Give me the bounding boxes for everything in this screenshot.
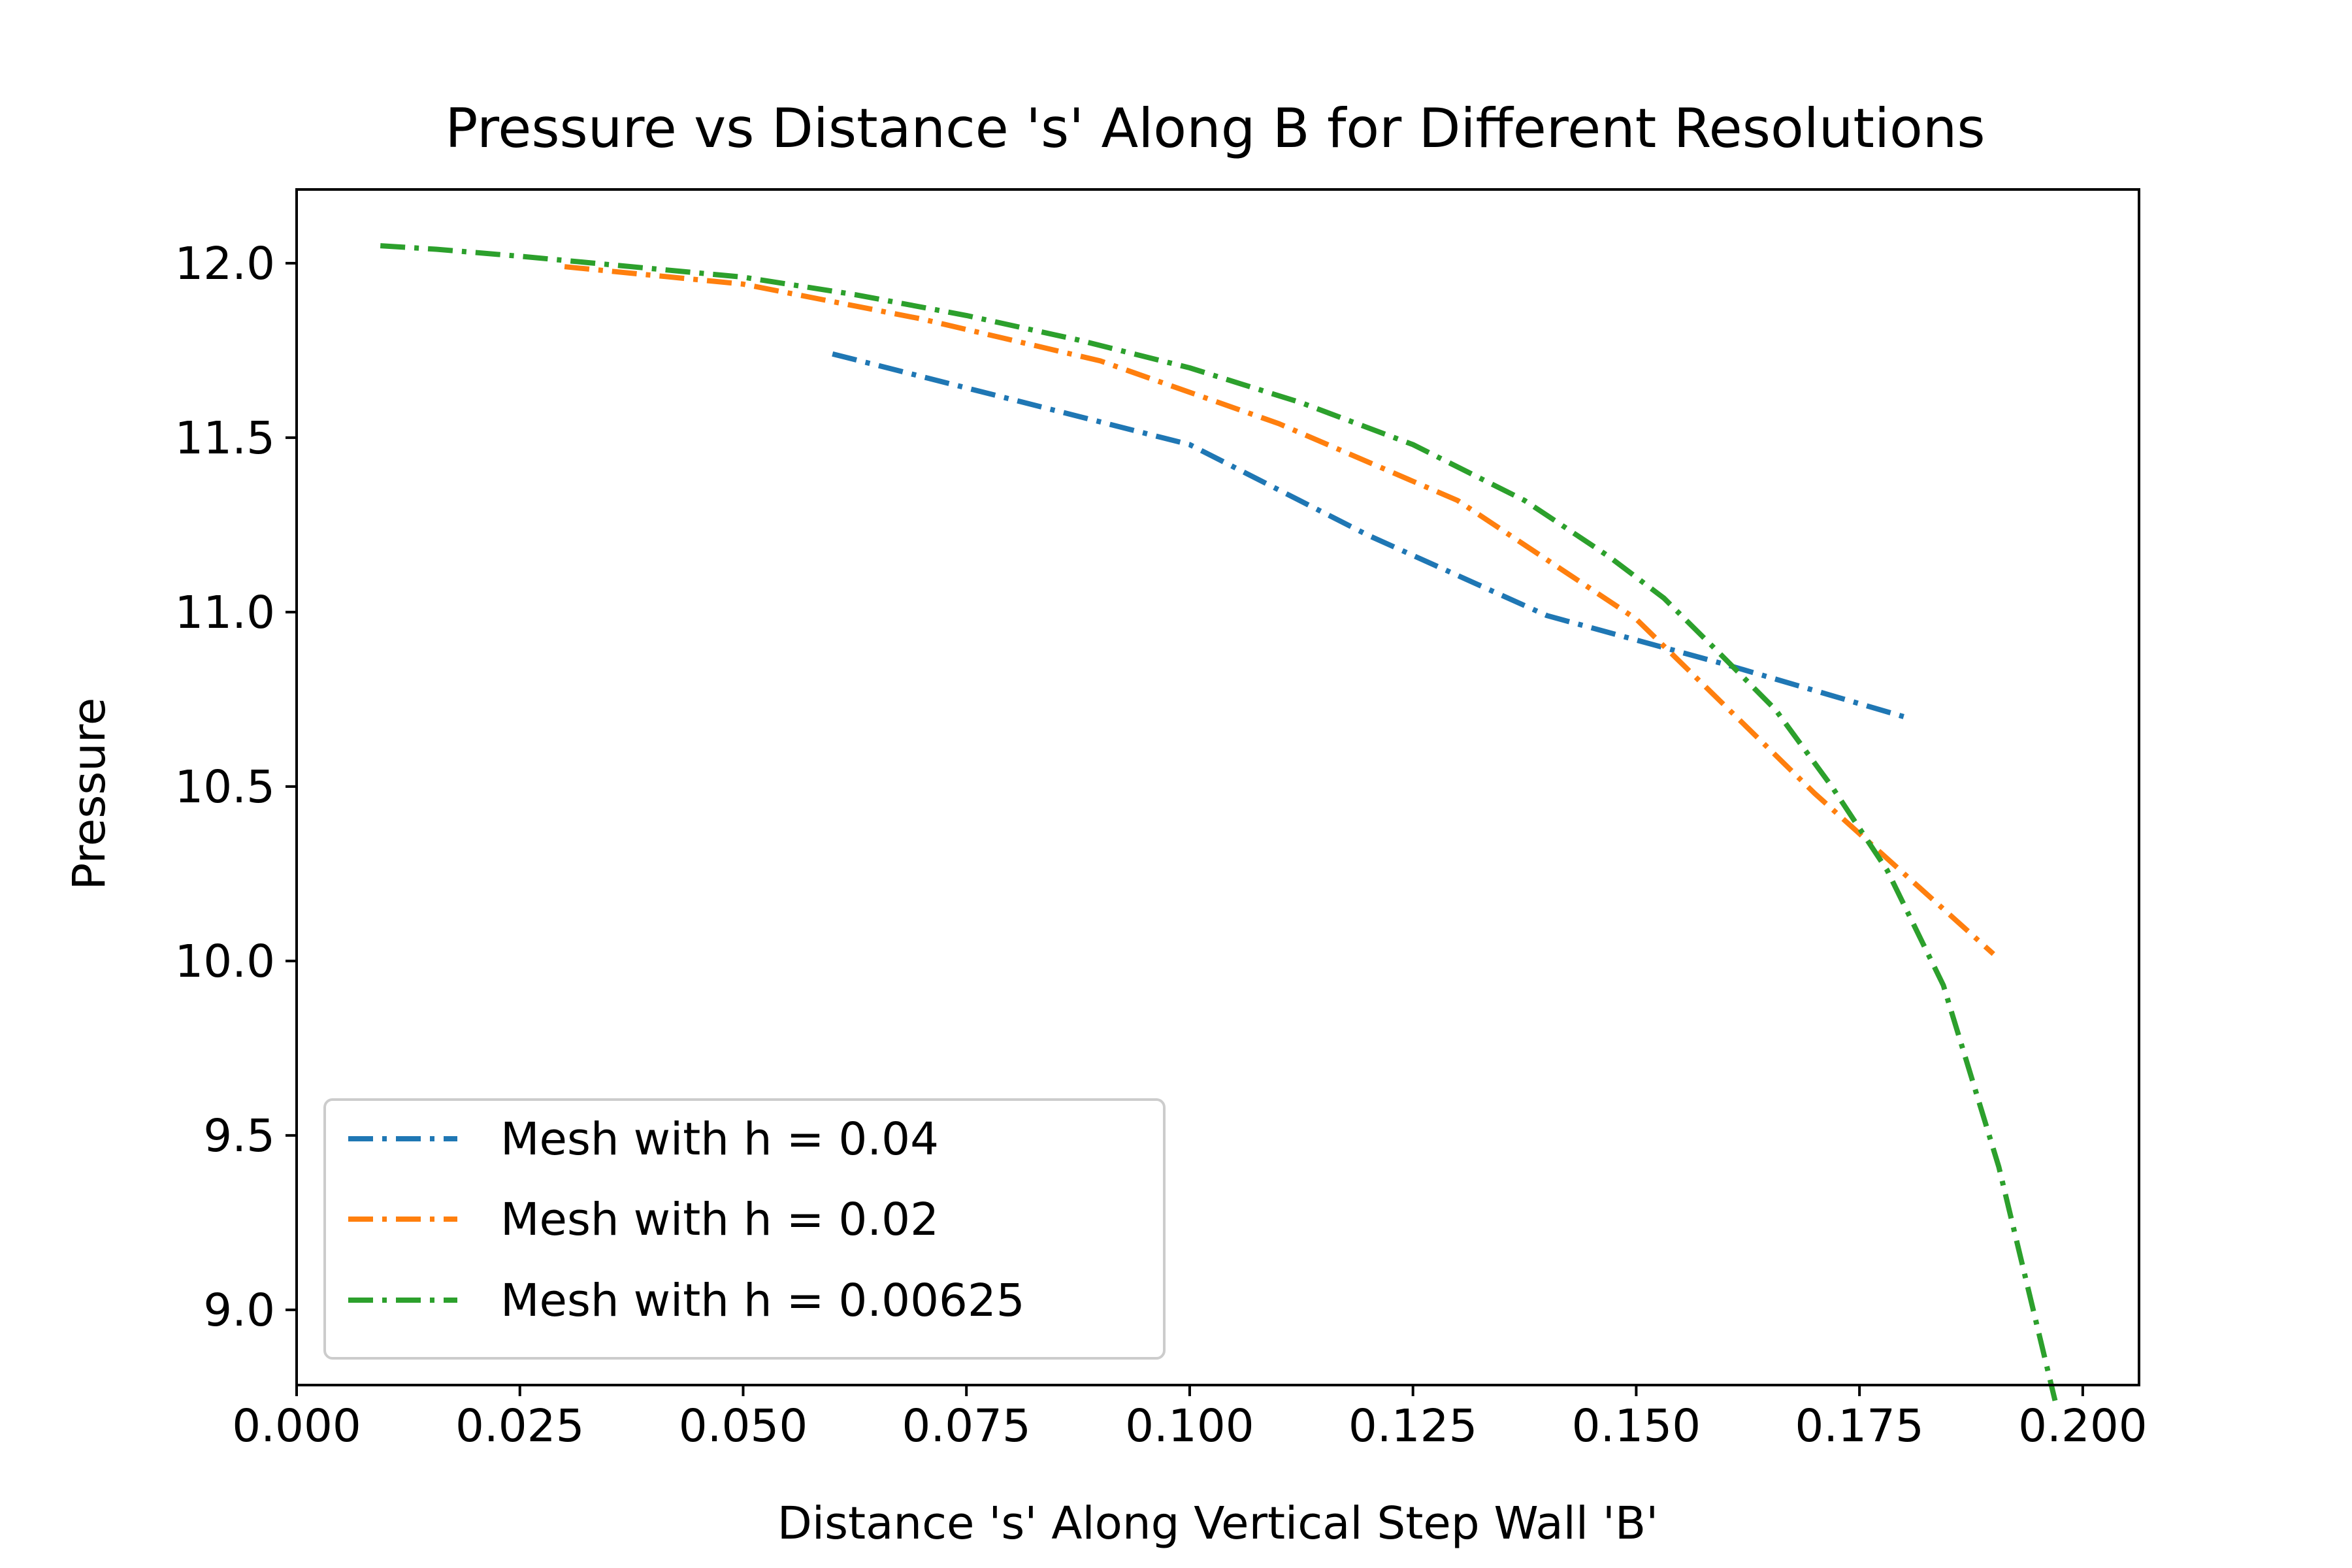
chart-title: Pressure vs Distance 's' Along B for Dif…	[445, 97, 1985, 160]
y-tick-label: 12.0	[174, 238, 275, 290]
y-axis: 9.0 9.5 10.0 10.5 11.0 11.5 12.0	[174, 238, 297, 1337]
series-line-1	[832, 351, 1905, 719]
y-tick-label: 11.5	[174, 412, 275, 465]
y-tick-label: 11.0	[174, 587, 275, 639]
x-tick-label: 0.025	[455, 1400, 585, 1452]
legend-label-3: Mesh with h = 0.00625	[500, 1275, 1025, 1327]
y-tick-label: 10.0	[174, 936, 275, 988]
legend-box	[323, 1098, 1166, 1360]
y-axis-label: Pressure	[63, 698, 116, 890]
x-axis: 0.000 0.025 0.050 0.075 0.100 0.125 0.150 0.175…	[232, 1385, 2148, 1452]
x-tick-label: 0.175	[1795, 1400, 1924, 1452]
legend-label-2: Mesh with h = 0.02	[500, 1194, 939, 1246]
y-tick-label: 9.5	[203, 1110, 275, 1162]
legend: Mesh with h = 0.04 Mesh with h = 0.02 Mesh…	[323, 1098, 1166, 1360]
series-line-3	[380, 243, 2058, 1401]
x-tick-label: 0.125	[1348, 1400, 1478, 1452]
x-tick-label: 0.075	[902, 1400, 1031, 1452]
x-tick-label: 0.150	[1572, 1400, 1701, 1452]
x-axis-label: Distance 's' Along Vertical Step Wall 'B…	[777, 1497, 1658, 1550]
y-tick-label: 10.5	[174, 761, 275, 813]
x-tick-label: 0.050	[679, 1400, 808, 1452]
series-line-2	[564, 264, 1995, 956]
x-tick-label: 0.100	[1125, 1400, 1254, 1452]
x-tick-label: 0.200	[2018, 1400, 2148, 1452]
x-tick-label: 0.000	[232, 1400, 361, 1452]
plot-area	[380, 243, 2058, 1401]
legend-label-1: Mesh with h = 0.04	[500, 1113, 939, 1166]
y-tick-label: 9.0	[203, 1284, 275, 1337]
plot-frame	[295, 188, 2140, 1386]
